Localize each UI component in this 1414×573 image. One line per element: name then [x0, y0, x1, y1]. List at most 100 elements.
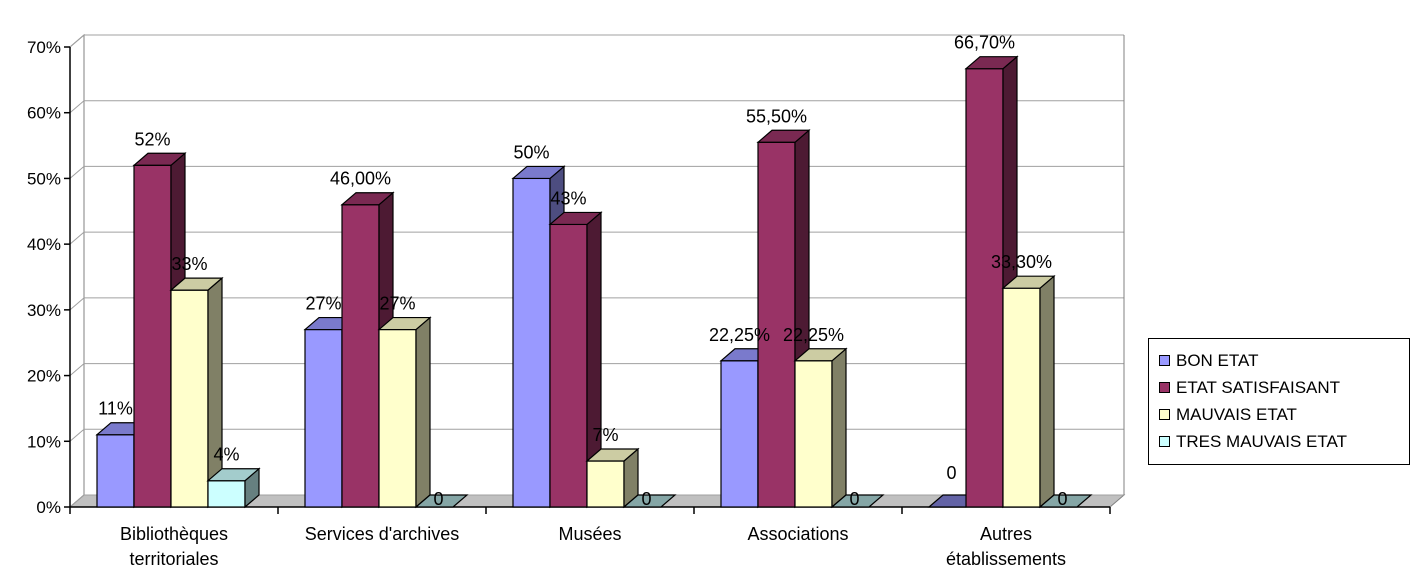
legend-swatch	[1159, 382, 1170, 393]
gridline-depth	[69, 494, 85, 508]
x-category-label: territoriales	[129, 549, 218, 569]
data-label: 4%	[213, 445, 239, 465]
bar-front	[170, 289, 209, 508]
gridline-depth	[69, 34, 85, 48]
legend: BON ETAT ETAT SATISFAISANT MAUVAIS ETAT TRE…	[1148, 338, 1410, 465]
data-label: 46,00%	[330, 169, 391, 189]
bar-top	[830, 494, 885, 508]
bar	[377, 316, 432, 509]
data-label: 22,25%	[783, 325, 844, 345]
bar-front	[720, 360, 759, 508]
data-label: 0	[433, 489, 443, 509]
bar-top	[585, 448, 640, 462]
y-tick-label: 40%	[27, 235, 61, 254]
x-category-label: Bibliothèques	[120, 524, 228, 544]
data-label: 33%	[171, 254, 207, 274]
bar-top	[756, 129, 811, 143]
bar-top	[414, 494, 469, 508]
legend-swatch	[1159, 355, 1170, 366]
gridline-depth	[69, 166, 85, 179]
legend-swatch	[1159, 436, 1170, 447]
legend-label: ETAT SATISFAISANT	[1176, 377, 1341, 397]
gridline-depth	[69, 100, 85, 114]
data-label: 7%	[592, 425, 618, 445]
y-tick-label: 10%	[27, 432, 61, 451]
bar-front	[512, 177, 551, 508]
data-label: 66,70%	[954, 33, 1015, 53]
bar-front	[549, 223, 588, 508]
bar-front	[965, 68, 1004, 508]
legend-label: BON ETAT	[1176, 350, 1259, 370]
legend-item: MAUVAIS ETAT	[1159, 401, 1409, 428]
bar	[132, 151, 187, 509]
bar-top	[169, 277, 224, 291]
legend-item: BON ETAT	[1159, 347, 1409, 374]
bar-top	[511, 165, 566, 180]
gridline-depth	[69, 297, 85, 311]
bar-top	[793, 348, 848, 362]
bar-top	[206, 468, 261, 482]
bar	[793, 347, 848, 509]
bar-front	[207, 480, 246, 508]
bar-front	[133, 164, 172, 508]
data-label: 43%	[550, 188, 586, 208]
bar	[1038, 494, 1093, 508]
bar	[548, 211, 603, 509]
y-tick-label: 60%	[27, 104, 61, 123]
bar-top	[548, 211, 603, 226]
data-label: 33,30%	[991, 252, 1052, 272]
gridline-depth	[69, 428, 85, 442]
bar	[585, 447, 640, 509]
legend-label: TRES MAUVAIS ETAT	[1176, 431, 1347, 451]
data-label: 0	[1057, 489, 1067, 509]
bar-front	[341, 204, 380, 508]
data-label: 55,50%	[746, 106, 807, 126]
bar-top	[1001, 275, 1056, 289]
bar-top	[622, 494, 677, 508]
bar-front	[794, 360, 833, 508]
bar	[414, 494, 469, 508]
data-label: 50%	[513, 142, 549, 162]
data-label: 0	[946, 463, 956, 483]
bar-front	[378, 328, 417, 508]
bar-front	[1002, 287, 1041, 508]
bar-top	[377, 316, 432, 331]
data-label: 11%	[98, 399, 133, 419]
bar-side	[831, 347, 847, 509]
bar	[1001, 274, 1056, 509]
data-label: 27%	[379, 294, 415, 314]
x-category-label: établissements	[946, 549, 1066, 569]
bar	[169, 276, 224, 509]
y-tick-label: 70%	[27, 38, 61, 57]
bar-front	[757, 141, 796, 508]
data-label: 0	[849, 489, 859, 509]
bar-front	[586, 460, 625, 508]
bar-top	[1038, 494, 1093, 508]
legend-label: MAUVAIS ETAT	[1176, 404, 1297, 424]
legend-item: ETAT SATISFAISANT	[1159, 374, 1409, 401]
bar-top	[340, 192, 395, 206]
data-label: 0	[641, 489, 651, 509]
gridline-depth	[69, 231, 85, 245]
bar	[206, 467, 261, 509]
side-wall	[69, 33, 85, 509]
x-category-label: Services d'archives	[305, 524, 460, 544]
legend-swatch	[1159, 409, 1170, 420]
bar-side	[415, 316, 431, 509]
bar-side	[1039, 274, 1055, 509]
bar	[622, 494, 677, 508]
y-tick-label: 0%	[36, 498, 61, 517]
y-tick-label: 50%	[27, 169, 61, 188]
data-label: 52%	[134, 129, 170, 149]
x-category-label: Musées	[558, 524, 621, 544]
legend-item: TRES MAUVAIS ETAT	[1159, 428, 1409, 455]
bar-front	[96, 434, 135, 508]
bar-front	[304, 328, 343, 508]
bar-top	[964, 56, 1019, 70]
y-tick-label: 30%	[27, 301, 61, 320]
bar-top	[132, 152, 187, 166]
bar	[830, 494, 885, 508]
y-tick-label: 20%	[27, 367, 61, 386]
data-label: 22,25%	[709, 325, 770, 345]
